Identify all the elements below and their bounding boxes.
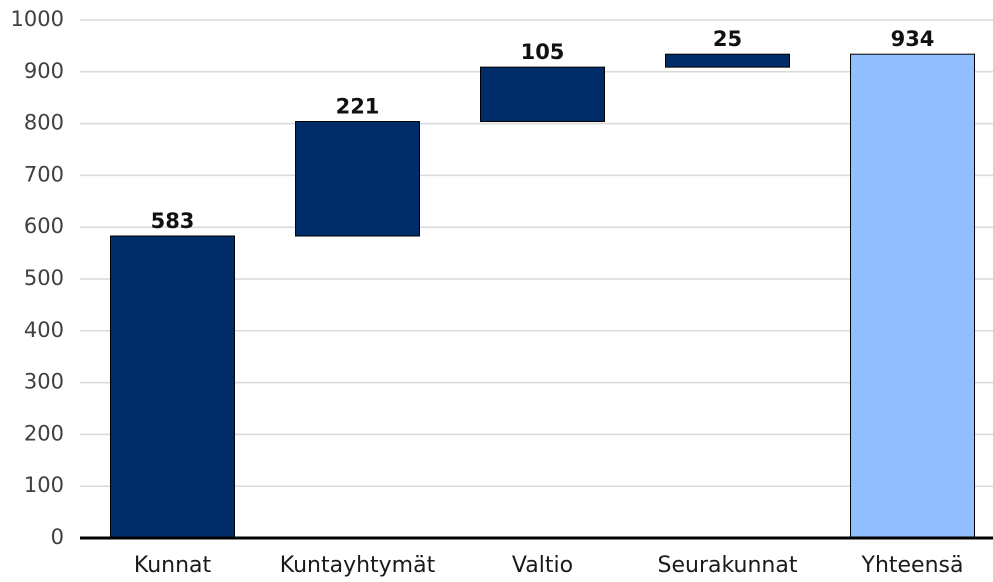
value-label: 221 [336,95,380,119]
x-tick-label: Seurakunnat [658,553,798,578]
y-tick-label: 1000 [11,7,64,31]
bar [850,53,975,539]
y-tick-label: 800 [24,111,64,135]
y-tick-label: 200 [24,421,64,445]
y-tick-label: 300 [24,370,64,394]
y-tick-label: 900 [24,59,64,83]
x-tick-label: Valtio [512,553,573,578]
value-label: 934 [891,27,935,51]
y-tick-label: 700 [24,162,64,186]
y-tick-label: 0 [51,525,64,549]
y-tick-label: 600 [24,214,64,238]
x-tick-label: Kunnat [134,553,212,578]
bar [480,66,605,123]
bar [110,235,235,539]
value-label: 105 [521,40,565,64]
x-tick-label: Kuntayhtymät [280,553,436,578]
y-tick-label: 100 [24,473,64,497]
x-tick-label: Yhteensä [861,553,964,578]
value-label: 583 [151,209,195,233]
y-tick-label: 500 [24,266,64,290]
value-label: 25 [713,27,742,51]
y-tick-label: 400 [24,318,64,342]
bar [665,53,790,68]
bar [295,121,420,237]
